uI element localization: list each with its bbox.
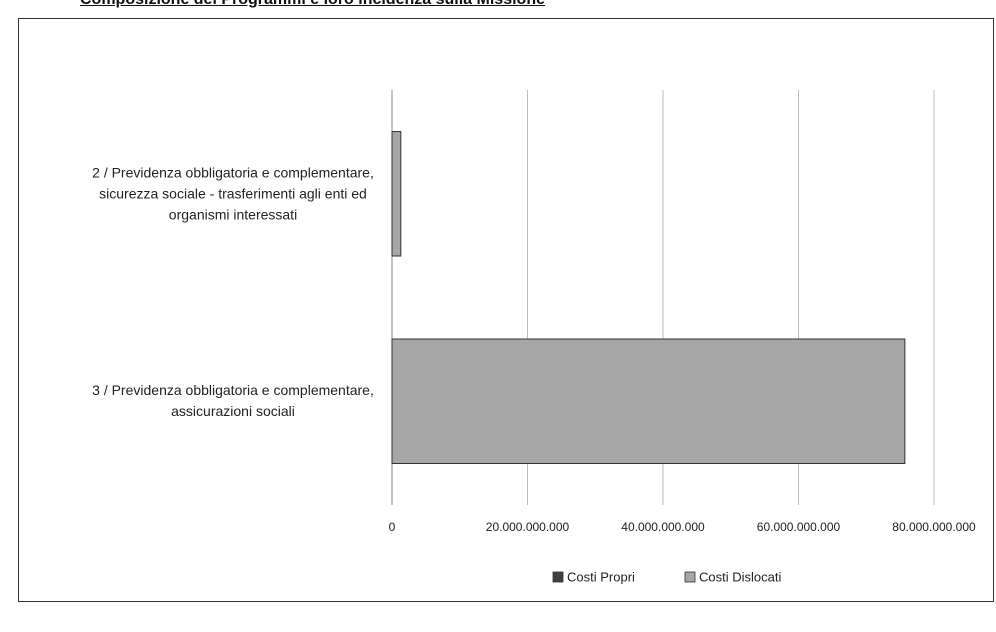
legend-swatch <box>684 571 696 583</box>
x-tick-label: 80.000.000.000 <box>892 520 976 534</box>
legend-label: Costi Dislocati <box>699 569 781 584</box>
x-tick-label: 0 <box>389 520 396 534</box>
x-tick-label: 60.000.000.000 <box>757 520 841 534</box>
x-tick-label: 40.000.000.000 <box>621 520 705 534</box>
bar <box>391 338 906 464</box>
legend-swatch <box>552 571 564 583</box>
legend-label: Costi Propri <box>567 569 635 584</box>
y-tick-label: 2 / Previdenza obbligatoria e complement… <box>92 164 374 223</box>
x-tick-label: 20.000.000.000 <box>486 520 570 534</box>
chart-frame <box>18 18 994 602</box>
y-tick-label: 3 / Previdenza obbligatoria e complement… <box>92 382 374 420</box>
bar <box>391 131 402 257</box>
chart-title: Composizione dei Programmi e loro incide… <box>80 0 545 9</box>
